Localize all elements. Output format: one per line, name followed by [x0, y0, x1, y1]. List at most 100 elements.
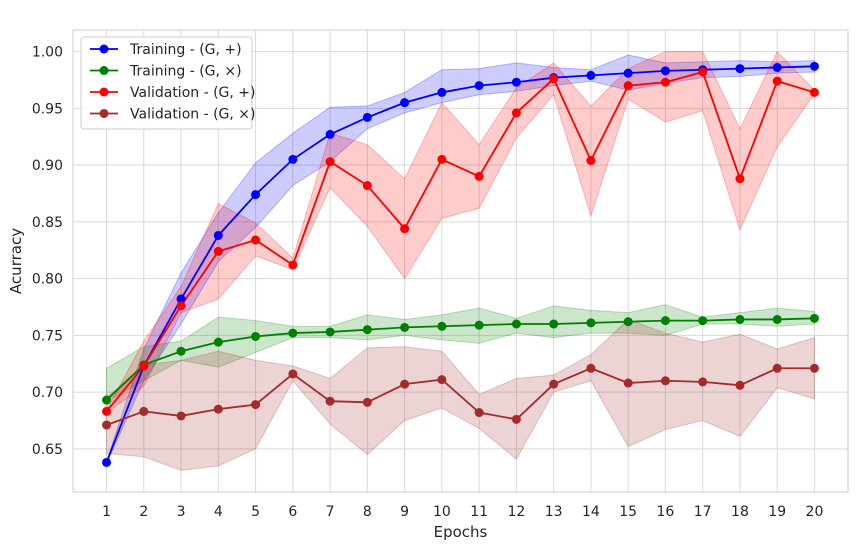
- point-training-g: [176, 294, 186, 304]
- x-tick-label: 8: [363, 504, 372, 520]
- point-training-g: [102, 395, 112, 405]
- point-training-g: [660, 316, 670, 326]
- legend-marker-training-g: [99, 66, 109, 75]
- point-training-g: [251, 190, 261, 200]
- point-training-g: [586, 318, 596, 328]
- point-validation-g: [102, 406, 112, 416]
- legend-label-training-g: Training - (G, ×): [129, 64, 242, 80]
- point-training-g: [213, 230, 223, 240]
- x-tick-label: 4: [214, 504, 223, 520]
- legend-label-validation-g: Validation - (G, ×): [130, 107, 256, 123]
- point-validation-g: [251, 235, 261, 245]
- point-training-g: [437, 321, 447, 331]
- point-validation-g: [325, 396, 335, 406]
- y-tick-label: 0.85: [32, 215, 63, 231]
- point-training-g: [213, 337, 223, 347]
- x-tick-label: 5: [251, 504, 260, 520]
- x-tick-label: 18: [731, 504, 749, 520]
- point-validation-g: [511, 414, 521, 424]
- point-validation-g: [586, 156, 596, 166]
- point-training-g: [660, 66, 670, 76]
- point-validation-g: [660, 376, 670, 386]
- x-tick-label: 15: [619, 504, 637, 520]
- point-validation-g: [660, 77, 670, 87]
- point-training-g: [474, 320, 484, 330]
- point-validation-g: [735, 174, 745, 184]
- point-training-g: [735, 314, 745, 324]
- y-tick-label: 0.70: [32, 385, 63, 401]
- legend-marker-validation-g: [99, 87, 109, 97]
- point-validation-g: [139, 361, 149, 371]
- series-lines: [105, 65, 815, 463]
- x-tick-label: 2: [139, 504, 148, 520]
- x-tick-label: 19: [768, 504, 786, 520]
- point-validation-g: [437, 154, 447, 164]
- x-tick-label: 13: [545, 504, 563, 520]
- x-tick-label: 9: [400, 504, 409, 520]
- point-validation-g: [437, 375, 447, 385]
- y-tick-label: 0.65: [32, 442, 63, 458]
- point-validation-g: [474, 171, 484, 181]
- x-tick-label: 20: [806, 504, 824, 520]
- point-validation-g: [288, 260, 298, 270]
- x-axis-ticks: 1 2 3 4 5 6 7 8 9 10 11 12 13 14 15 16 17 18 19 20: [102, 504, 823, 520]
- x-tick-label: 12: [507, 504, 525, 520]
- x-tick-label: 7: [326, 504, 335, 520]
- point-training-g: [400, 322, 410, 332]
- point-training-g: [623, 68, 633, 78]
- point-validation-g: [549, 379, 559, 389]
- point-validation-g: [139, 406, 149, 416]
- point-training-g: [809, 61, 819, 71]
- point-training-g: [698, 316, 708, 326]
- point-validation-g: [623, 378, 633, 388]
- plot-frame: [72, 29, 849, 493]
- point-validation-g: [400, 379, 410, 389]
- legend-box: [80, 36, 253, 130]
- point-training-g: [809, 313, 819, 323]
- point-training-g: [288, 154, 298, 164]
- point-training-g: [288, 328, 298, 338]
- point-training-g: [325, 129, 335, 139]
- point-validation-g: [809, 363, 819, 373]
- point-validation-g: [362, 181, 372, 191]
- grid-lines: [73, 30, 848, 492]
- y-tick-label: 0.95: [32, 101, 63, 117]
- point-validation-g: [698, 377, 708, 387]
- x-tick-label: 17: [694, 504, 712, 520]
- point-training-g: [362, 325, 372, 335]
- point-validation-g: [176, 411, 186, 421]
- point-validation-g: [325, 157, 335, 167]
- band-training-g: [106, 54, 815, 464]
- legend: Training - (G, +) Training - (G, ×) Valida…: [80, 36, 256, 130]
- point-training-g: [400, 98, 410, 108]
- point-validation-g: [511, 108, 521, 118]
- point-validation-g: [772, 363, 782, 373]
- y-axis-ticks: 0.65 0.70 0.75 0.80 0.85 0.90 0.95 1.00: [32, 45, 63, 458]
- y-tick-label: 1.00: [32, 45, 63, 61]
- y-axis-label: Acurracy: [7, 228, 25, 294]
- point-validation-g: [251, 400, 261, 410]
- y-tick-label: 0.80: [32, 272, 63, 288]
- x-axis-label: Epochs: [434, 523, 488, 541]
- point-validation-g: [698, 67, 708, 77]
- x-tick-label: 1: [102, 504, 111, 520]
- point-training-g: [511, 319, 521, 329]
- x-tick-label: 11: [470, 504, 488, 520]
- point-training-g: [735, 64, 745, 74]
- point-training-g: [102, 457, 112, 467]
- x-tick-label: 6: [288, 504, 297, 520]
- legend-label-training-g: Training - (G, +): [129, 42, 242, 58]
- point-validation-g: [288, 369, 298, 379]
- line-validation-g: [105, 70, 815, 412]
- point-validation-g: [474, 408, 484, 418]
- point-training-g: [511, 77, 521, 87]
- x-tick-label: 10: [433, 504, 451, 520]
- point-validation-g: [549, 74, 559, 84]
- point-training-g: [586, 70, 596, 80]
- legend-marker-training-g: [99, 44, 109, 54]
- line-validation-g: [106, 367, 815, 426]
- point-training-g: [623, 317, 633, 327]
- y-tick-label: 0.90: [32, 158, 63, 174]
- point-training-g: [362, 112, 372, 122]
